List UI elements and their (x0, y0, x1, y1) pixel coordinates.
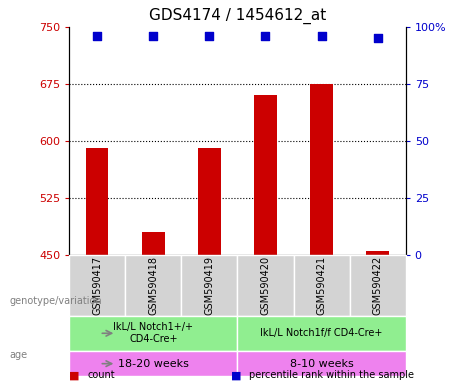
FancyBboxPatch shape (181, 255, 237, 316)
Point (149, 33, 157, 39)
Bar (254, 95, 277, 255)
FancyBboxPatch shape (237, 351, 406, 376)
FancyBboxPatch shape (237, 316, 406, 351)
Text: genotype/variation: genotype/variation (9, 296, 102, 306)
Point (262, 33, 269, 39)
Text: IkL/L Notch1f/f CD4-Cre+: IkL/L Notch1f/f CD4-Cre+ (260, 328, 383, 338)
Bar (142, 232, 165, 255)
Point (374, 35, 381, 41)
Text: ■: ■ (230, 370, 241, 380)
Text: 8-10 weeks: 8-10 weeks (290, 359, 354, 369)
FancyBboxPatch shape (69, 351, 237, 376)
Text: 18-20 weeks: 18-20 weeks (118, 359, 189, 369)
Text: GSM590417: GSM590417 (92, 256, 102, 315)
Text: GSM590422: GSM590422 (372, 255, 383, 315)
Bar (198, 149, 220, 255)
Text: age: age (9, 350, 27, 360)
FancyBboxPatch shape (69, 255, 125, 316)
Bar (366, 251, 389, 255)
Text: percentile rank within the sample: percentile rank within the sample (249, 370, 414, 380)
Point (94, 33, 101, 39)
Point (206, 33, 213, 39)
FancyBboxPatch shape (349, 255, 406, 316)
FancyBboxPatch shape (69, 316, 237, 351)
Title: GDS4174 / 1454612_at: GDS4174 / 1454612_at (149, 8, 326, 24)
Text: IkL/L Notch1+/+
CD4-Cre+: IkL/L Notch1+/+ CD4-Cre+ (113, 323, 193, 344)
Text: GSM590419: GSM590419 (204, 256, 214, 314)
Text: ■: ■ (69, 370, 80, 380)
FancyBboxPatch shape (294, 255, 349, 316)
Text: GSM590420: GSM590420 (260, 256, 271, 315)
Bar (310, 84, 333, 255)
FancyBboxPatch shape (125, 255, 181, 316)
Bar (86, 149, 108, 255)
Point (318, 33, 325, 39)
Text: GSM590418: GSM590418 (148, 256, 158, 314)
FancyBboxPatch shape (237, 255, 294, 316)
Text: count: count (88, 370, 115, 380)
Text: GSM590421: GSM590421 (317, 256, 326, 315)
